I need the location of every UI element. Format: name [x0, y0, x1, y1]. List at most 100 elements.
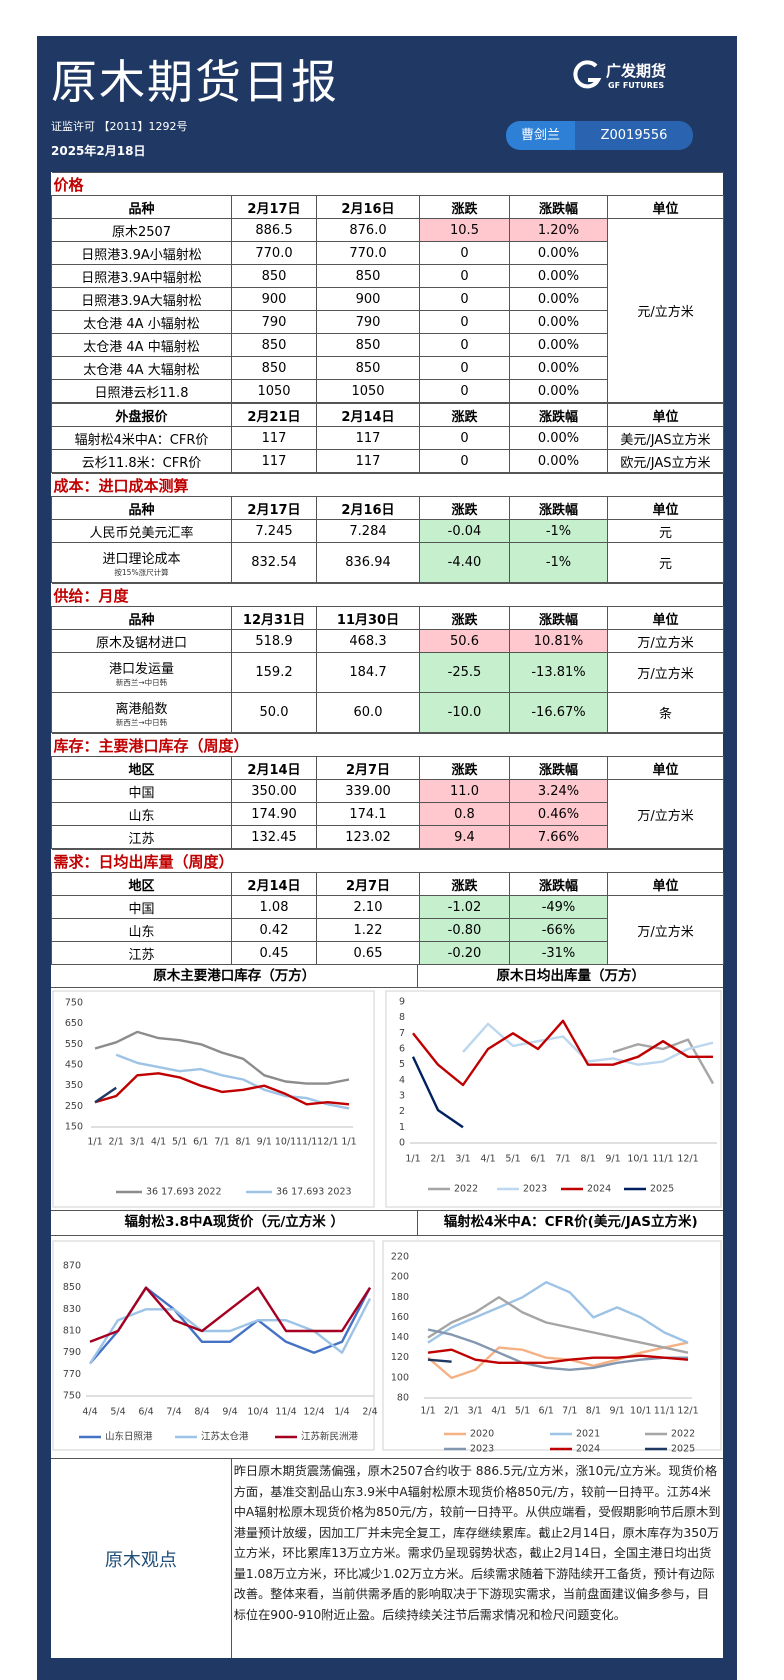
value-cell: 60.0 [316, 692, 420, 733]
legend-label: 2023 [470, 1444, 494, 1455]
data-row: 中国 350.00 339.00 11.0 3.24% 万/立方米 [51, 779, 725, 849]
value-cell: 50.0 [231, 692, 317, 733]
legend-label: 山东日照港 [105, 1431, 153, 1443]
unit-cell: 元/立方米 [606, 218, 725, 403]
unit-cell: 万/立方米 [606, 652, 725, 693]
x-tick-label: 4/4 [82, 1407, 97, 1418]
value-cell: 0 [419, 449, 510, 473]
x-tick-label: 7/1 [562, 1406, 577, 1417]
value-cell: -1% [509, 542, 608, 583]
data-row: 进口理论成本 按15%涨尺计算 832.54 836.94 -4.40 -1% 元 [51, 542, 725, 583]
legend-label: 2020 [470, 1429, 494, 1440]
value-cell: 850 [231, 356, 317, 380]
header-cell: 单位 [606, 195, 725, 219]
analyst-id: Z0019556 [575, 121, 693, 150]
series-line [427, 1296, 689, 1354]
value-cell: 0 [419, 241, 510, 265]
content: 价格 品种 2月17日 2月16日 涨跌 涨跌幅 单位 原木2507 886.5 876.0 10.… [51, 172, 725, 1658]
y-tick-label: 6 [399, 1044, 405, 1055]
y-tick-label: 650 [65, 1018, 83, 1029]
header-cell: 单位 [606, 872, 725, 896]
analyst: 曹剑兰 [506, 121, 575, 150]
value-cell: 0.00% [509, 449, 608, 473]
series-line [411, 1056, 464, 1129]
value-cell: -66% [509, 918, 608, 942]
data-row: 日照港云杉11.8 1050 1050 0 0.00% [51, 379, 724, 403]
chart-title: 辐射松3.8中A现货价（元/立方米 ） [51, 1211, 419, 1235]
series-line [88, 1297, 372, 1365]
header-row: 地区 2月14日 2月7日 涨跌 涨跌幅 单位 [51, 872, 725, 896]
data-row: 港口发运量 新西兰→中日韩 159.2 184.7 -25.5 -13.81% 万/立方米 [51, 652, 725, 693]
value-cell: 0 [419, 333, 510, 357]
header-cell: 12月31日 [231, 606, 317, 630]
value-cell: -1.02 [419, 895, 510, 919]
row-name: 日照港云杉11.8 [51, 379, 232, 403]
row-name: 原木2507 [51, 218, 232, 242]
data-table: 供给：月度 品种 12月31日 11月30日 涨跌 涨跌幅 单位 原木及锯材进口 518.9 46… [51, 583, 725, 733]
y-tick-label: 5 [399, 1059, 405, 1070]
value-cell: 468.3 [316, 629, 420, 653]
value-cell: -16.67% [509, 692, 608, 733]
value-cell: -4.40 [419, 542, 510, 583]
value-cell: 132.45 [231, 825, 317, 849]
tables: 价格 品种 2月17日 2月16日 涨跌 涨跌幅 单位 原木2507 886.5 876.0 10.… [51, 172, 725, 965]
name-text: 人民币兑美元汇率 [89, 525, 194, 541]
name-text: 太仓港 4A 中辐射松 [83, 339, 200, 355]
header-cell: 涨跌幅 [509, 403, 608, 427]
name-note: 新西兰→中日韩 [115, 717, 168, 727]
name-text: 日照港3.9A大辐射松 [81, 293, 202, 309]
data-table: 成本：进口成本测算 品种 2月17日 2月16日 涨跌 涨跌幅 单位 人民币兑美元汇率 7.24… [51, 473, 725, 583]
data-row: 辐射松4米中A：CFR价 117 117 0 0.00% 美元/JAS立方米 [51, 426, 724, 450]
y-tick-label: 1 [399, 1122, 405, 1133]
chart-titles: 原木主要港口库存（万方） 原木日均出库量（万方） [51, 965, 723, 988]
header-row: 地区 2月14日 2月7日 涨跌 涨跌幅 单位 [51, 756, 725, 780]
value-cell: 1050 [231, 379, 317, 403]
x-tick-label: 10/4 [247, 1407, 268, 1418]
y-tick-label: 200 [391, 1272, 409, 1283]
value-cell: -49% [509, 895, 608, 919]
header-row: 品种 2月17日 2月16日 涨跌 涨跌幅 单位 [51, 496, 725, 520]
name-text: 原木及锯材进口 [95, 635, 187, 651]
x-tick-label: 6/4 [138, 1407, 153, 1418]
header-cell: 11月30日 [316, 606, 420, 630]
name-note: 新西兰→中日韩 [115, 677, 168, 687]
value-cell: -1% [509, 519, 608, 543]
data-row: 太仓港 4A 小辐射松 790 790 0 0.00% [51, 310, 724, 334]
data-row: 山东 0.42 1.22 -0.80 -66% [51, 918, 724, 942]
x-tick-label: 8/1 [580, 1154, 595, 1165]
chart-row: 750 770 790 810 830 850 870 4/4 5/4 6/4 7/4 8/4 9/4 1… [52, 1240, 722, 1455]
header-cell: 地区 [51, 756, 232, 780]
y-tick-label: 8 [399, 1012, 405, 1023]
value-cell: 117 [231, 449, 317, 473]
value-cell: 0 [419, 264, 510, 288]
x-tick-label: 9/1 [605, 1154, 620, 1165]
series-line [115, 1053, 350, 1110]
name-text: 山东 [128, 924, 155, 940]
header-cell: 品种 [51, 606, 232, 630]
value-cell: 0.65 [316, 941, 420, 965]
license: 证监许可 【2011】1292号 [51, 120, 188, 133]
header-row: 品种 2月17日 2月16日 涨跌 涨跌幅 单位 [51, 195, 725, 219]
header-cell: 品种 [51, 496, 232, 520]
legend-label: 2021 [576, 1429, 600, 1440]
x-tick-label: 10/1 [630, 1406, 651, 1417]
data-row: 日照港3.9A大辐射松 900 900 0 0.00% [51, 287, 724, 311]
value-cell: 0.00% [509, 287, 608, 311]
header-cell: 单位 [607, 403, 724, 427]
value-cell: 1.08 [231, 895, 317, 919]
x-tick-label: 9/4 [222, 1407, 237, 1418]
value-cell: 1.22 [316, 918, 420, 942]
value-cell: 850 [231, 264, 317, 288]
name-text: 云杉11.8米：CFR价 [81, 455, 202, 471]
x-tick-label: 8/4 [194, 1407, 209, 1418]
brand-en: GF FUTURES [608, 81, 665, 90]
unit-cell: 元 [606, 542, 725, 583]
legend-label: 2024 [576, 1444, 600, 1455]
value-cell: 117 [316, 426, 420, 450]
series-line [94, 1072, 350, 1106]
name-note: 按15%涨尺计算 [114, 567, 169, 577]
x-tick-label: 6/1 [530, 1154, 545, 1165]
row-name: 中国 [51, 779, 232, 803]
y-tick-label: 790 [63, 1347, 81, 1358]
